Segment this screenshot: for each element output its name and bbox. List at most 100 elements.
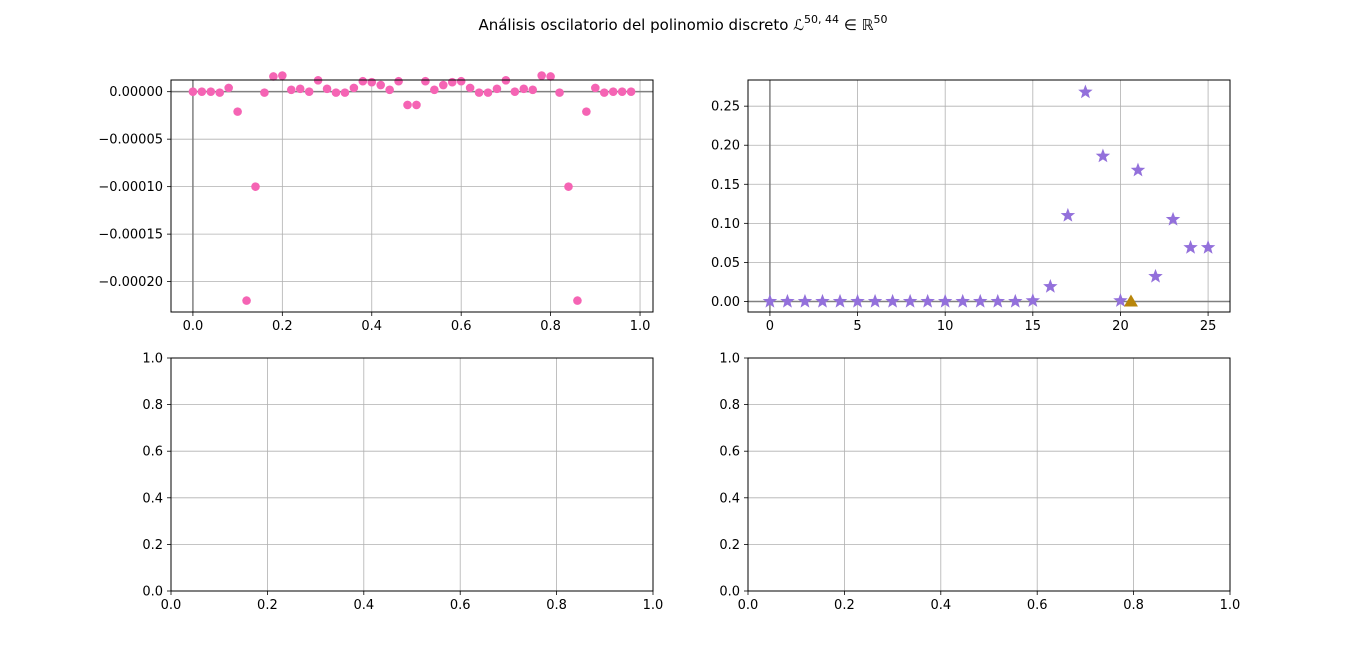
- data-point: [599, 88, 609, 97]
- title-l-superscript: 50, 44: [804, 13, 839, 26]
- y-tick-label: 1.0: [142, 352, 163, 367]
- x-tick-label: 1.0: [630, 319, 651, 334]
- star-point: [973, 293, 988, 308]
- data-point: [394, 76, 403, 86]
- star-point: [902, 293, 918, 308]
- subplot-3: 0.0 0.2 0.4 0.6 0.8 1.0 0.0 0.2 0.4 0.6 0.8 1.0: [142, 352, 663, 614]
- x-tick-label: 0: [766, 319, 774, 334]
- data-point: [358, 76, 368, 86]
- y-tick-label: 1.0: [719, 352, 740, 367]
- data-point: [233, 107, 242, 116]
- x-tick-label: 0.2: [834, 598, 855, 613]
- title-script-l: ℒ: [793, 16, 804, 34]
- star-point: [1078, 84, 1093, 99]
- data-point: [608, 87, 618, 96]
- data-point: [474, 88, 484, 97]
- x-tick-label: 20: [1112, 319, 1129, 334]
- data-point: [617, 87, 627, 96]
- y-tick-label: 0.6: [142, 445, 163, 460]
- y-tick-label: 0.05: [711, 256, 740, 271]
- x-tick-label: 0.2: [257, 598, 278, 613]
- star-point: [1130, 162, 1146, 177]
- data-point: [519, 84, 529, 94]
- data-point: [582, 107, 591, 116]
- data-point: [555, 88, 564, 97]
- data-point: [438, 80, 448, 90]
- y-tick-label: −0.00005: [98, 133, 163, 148]
- data-point: [224, 83, 233, 93]
- data-point: [447, 77, 457, 87]
- y-tick-label: 0.2: [719, 538, 740, 553]
- star-point: [797, 293, 813, 308]
- data-point: [626, 87, 636, 96]
- x-tick-label: 0.8: [540, 319, 561, 334]
- data-point: [242, 296, 251, 305]
- x-tick-label: 5: [853, 319, 861, 334]
- star-point: [1043, 279, 1058, 293]
- y-tick-label: −0.00020: [98, 275, 163, 290]
- data-point: [430, 85, 439, 95]
- star-point: [1025, 293, 1041, 307]
- axes-frame: [747, 357, 1231, 592]
- data-point: [510, 87, 520, 96]
- axes-frame: [170, 79, 654, 313]
- x-tick-label: 0.8: [1123, 598, 1144, 613]
- x-tick-label: 0.6: [450, 598, 471, 613]
- data-point: [206, 87, 216, 96]
- data-point: [278, 71, 287, 80]
- star-point: [885, 293, 900, 308]
- star-point: [1008, 293, 1023, 308]
- star-point: [780, 293, 795, 308]
- data-point: [322, 84, 332, 94]
- data-point: [456, 76, 466, 86]
- data-point: [340, 88, 350, 97]
- plot-area: [748, 358, 1230, 591]
- data-point: [421, 76, 430, 86]
- axes-frame: [747, 79, 1231, 313]
- x-tick-label: 0.6: [451, 319, 472, 334]
- x-tick-label: 0.2: [272, 319, 293, 334]
- x-tick-label: 25: [1200, 319, 1217, 334]
- star-point: [920, 293, 935, 308]
- subplot-1: 0.0 0.2 0.4 0.6 0.8 1.0 0.00000 −0.00005 −0.0001…: [98, 71, 654, 334]
- axes-frame: [170, 357, 654, 592]
- data-point: [286, 85, 296, 95]
- y-tick-label: −0.00015: [98, 228, 163, 243]
- star-point: [990, 293, 1005, 308]
- data-point: [197, 87, 207, 96]
- data-point: [465, 83, 475, 93]
- star-point: [1200, 239, 1216, 254]
- star-point: [762, 293, 778, 308]
- x-tick-label: 0.6: [1027, 598, 1048, 613]
- subplot-grid: 0.0 0.2 0.4 0.6 0.8 1.0 0.00000 −0.00005 −0.0001…: [98, 71, 1240, 613]
- data-point: [295, 84, 305, 94]
- x-tick-label: 1.0: [643, 598, 664, 613]
- y-tick-label: 0.6: [719, 445, 740, 460]
- data-point: [188, 87, 198, 96]
- star-point: [815, 293, 830, 308]
- y-tick-label: 0.8: [719, 398, 740, 413]
- title-prefix: Análisis oscilatorio del polinomio discr…: [478, 16, 793, 34]
- y-tick-label: 0.2: [142, 538, 163, 553]
- star-point: [1113, 293, 1128, 307]
- subplot-4: 0.0 0.2 0.4 0.6 0.8 1.0 0.0 0.2 0.4 0.6 0.8 1.0: [719, 352, 1240, 614]
- data-point: [269, 72, 278, 81]
- x-tick-label: 0.8: [546, 598, 567, 613]
- x-tick-label: 0.0: [738, 598, 759, 613]
- y-tick-label: 0.00000: [109, 85, 163, 100]
- x-tick-label: 0.4: [361, 319, 382, 334]
- figure-title: Análisis oscilatorio del polinomio discr…: [478, 13, 887, 34]
- data-point: [564, 182, 573, 191]
- star-point: [1183, 239, 1198, 254]
- data-point: [492, 84, 502, 94]
- star-point: [1148, 268, 1163, 283]
- plot-area: [748, 80, 1230, 312]
- triangle-marker: [1123, 294, 1138, 307]
- data-point: [215, 88, 225, 97]
- star-point: [850, 293, 865, 308]
- title-r-superscript: 50: [874, 13, 888, 26]
- star-point: [1060, 207, 1076, 222]
- y-tick-label: −0.00010: [98, 180, 163, 195]
- data-point: [412, 100, 421, 110]
- x-tick-label: 10: [937, 319, 954, 334]
